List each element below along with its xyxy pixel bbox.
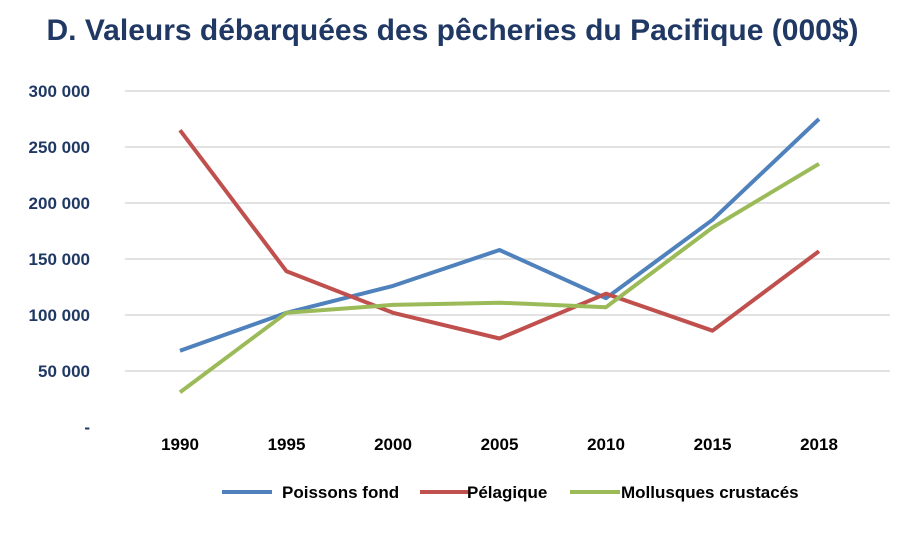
x-tick-label: 2000	[374, 435, 412, 454]
y-tick-label: 50 000	[38, 362, 90, 381]
x-tick-label: 2005	[481, 435, 519, 454]
legend-label: Poissons fond	[282, 483, 399, 502]
legend-label: Mollusques crustacés	[621, 483, 799, 502]
legend-label: Pélagique	[467, 483, 547, 502]
series-line	[178, 128, 821, 341]
x-tick-label: 2010	[587, 435, 625, 454]
y-tick-label: 250 000	[29, 138, 90, 157]
y-tick-label: -	[84, 418, 90, 437]
y-tick-label: 200 000	[29, 194, 90, 213]
y-tick-label: 100 000	[29, 306, 90, 325]
x-tick-label: 1995	[268, 435, 306, 454]
y-tick-label: 300 000	[29, 82, 90, 101]
x-axis-ticks: 1990 1995 2000 2005 2010 2015 2018	[161, 435, 838, 454]
y-tick-label: 150 000	[29, 250, 90, 269]
x-tick-label: 1990	[161, 435, 199, 454]
series-lines	[178, 117, 821, 394]
series-line	[178, 162, 821, 394]
x-tick-label: 2015	[694, 435, 732, 454]
gridlines	[125, 90, 890, 372]
y-axis-ticks: - 50 000 100 000 150 000 200 000 250 000 300 0…	[29, 82, 90, 437]
x-tick-label: 2018	[800, 435, 838, 454]
legend: Poissons fond Pélagique Mollusques crustac…	[222, 483, 799, 502]
chart-title: D. Valeurs débarquées des pêcheries du P…	[46, 14, 859, 47]
series-line	[179, 117, 821, 353]
